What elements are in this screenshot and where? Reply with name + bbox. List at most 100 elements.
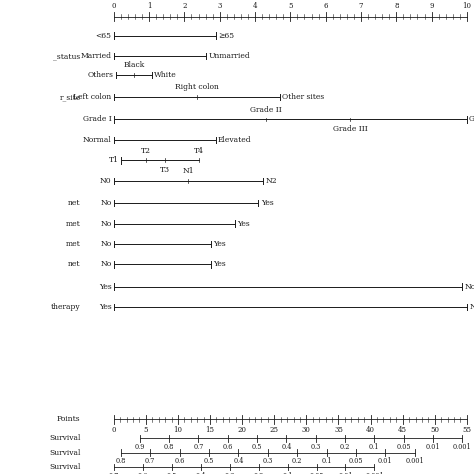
Text: 5: 5 [144, 426, 148, 434]
Text: 0.001: 0.001 [365, 472, 384, 474]
Text: 0.05: 0.05 [396, 443, 411, 451]
Text: Yes: Yes [213, 261, 226, 268]
Text: ≥65: ≥65 [218, 32, 234, 39]
Text: 0.05: 0.05 [309, 472, 324, 474]
Text: 15: 15 [206, 426, 215, 434]
Text: N0: N0 [100, 177, 111, 185]
Text: No: No [100, 240, 111, 248]
Text: 2: 2 [182, 2, 187, 10]
Text: 0.1: 0.1 [369, 443, 379, 451]
Text: 0.4: 0.4 [281, 443, 292, 451]
Text: Other sites: Other sites [282, 93, 324, 101]
Text: No: No [465, 283, 474, 291]
Text: 55: 55 [463, 426, 471, 434]
Text: 0.3: 0.3 [263, 457, 273, 465]
Text: T4: T4 [194, 146, 204, 155]
Text: Survival: Survival [49, 463, 81, 471]
Text: No: No [100, 220, 111, 228]
Text: 4: 4 [253, 2, 257, 10]
Text: 0.8: 0.8 [164, 443, 174, 451]
Text: Right colon: Right colon [175, 83, 219, 91]
Text: Survival: Survival [49, 449, 81, 456]
Text: Grade IV: Grade IV [469, 116, 474, 123]
Text: 0.01: 0.01 [378, 457, 392, 465]
Text: 0.5: 0.5 [166, 472, 177, 474]
Text: T3: T3 [160, 166, 171, 174]
Text: 0.05: 0.05 [349, 457, 363, 465]
Text: 35: 35 [334, 426, 343, 434]
Text: 0.2: 0.2 [292, 457, 302, 465]
Text: _status: _status [54, 52, 81, 60]
Text: net: net [68, 199, 81, 207]
Text: 0.4: 0.4 [195, 472, 206, 474]
Text: White: White [154, 71, 177, 79]
Text: No: No [100, 261, 111, 268]
Text: Yes: Yes [213, 240, 226, 248]
Text: 0.6: 0.6 [174, 457, 185, 465]
Text: 0.2: 0.2 [254, 472, 264, 474]
Text: 0.6: 0.6 [223, 443, 233, 451]
Text: 0.01: 0.01 [426, 443, 440, 451]
Text: Grade III: Grade III [333, 125, 368, 133]
Text: 30: 30 [302, 426, 311, 434]
Text: 0: 0 [111, 426, 116, 434]
Text: Grade I: Grade I [82, 116, 111, 123]
Text: Normal: Normal [82, 136, 111, 144]
Text: 0.8: 0.8 [116, 457, 126, 465]
Text: 0.9: 0.9 [135, 443, 145, 451]
Text: therapy: therapy [51, 303, 81, 311]
Text: Yes: Yes [99, 303, 111, 311]
Text: 0.5: 0.5 [204, 457, 214, 465]
Text: Black: Black [123, 61, 145, 69]
Text: Married: Married [81, 52, 111, 60]
Text: 45: 45 [398, 426, 407, 434]
Text: 0.5: 0.5 [252, 443, 262, 451]
Text: 0.1: 0.1 [283, 472, 293, 474]
Text: T2: T2 [141, 146, 151, 155]
Text: 20: 20 [237, 426, 246, 434]
Text: 3: 3 [218, 2, 222, 10]
Text: No/U: No/U [469, 303, 474, 311]
Text: 0.1: 0.1 [321, 457, 332, 465]
Text: Elevated: Elevated [218, 136, 252, 144]
Text: N1: N1 [182, 167, 194, 175]
Text: <65: <65 [95, 32, 111, 39]
Text: No: No [100, 199, 111, 207]
Text: Points: Points [57, 416, 81, 423]
Text: Yes: Yes [99, 283, 111, 291]
Text: 0.01: 0.01 [338, 472, 353, 474]
Text: 0: 0 [111, 2, 116, 10]
Text: 0.7: 0.7 [109, 472, 119, 474]
Text: 10: 10 [173, 426, 182, 434]
Text: 0.6: 0.6 [137, 472, 148, 474]
Text: 40: 40 [366, 426, 375, 434]
Text: 0.3: 0.3 [225, 472, 235, 474]
Text: Unmarried: Unmarried [209, 52, 250, 60]
Text: N2: N2 [265, 177, 277, 185]
Text: 1: 1 [147, 2, 151, 10]
Text: T1: T1 [109, 156, 118, 164]
Text: 50: 50 [430, 426, 439, 434]
Text: 25: 25 [270, 426, 279, 434]
Text: Grade II: Grade II [250, 106, 282, 114]
Text: 0.7: 0.7 [145, 457, 155, 465]
Text: Left colon: Left colon [73, 93, 111, 101]
Text: net: net [68, 261, 81, 268]
Text: 5: 5 [288, 2, 292, 10]
Text: met: met [66, 240, 81, 248]
Text: 0.2: 0.2 [340, 443, 350, 451]
Text: 7: 7 [359, 2, 363, 10]
Text: 9: 9 [429, 2, 434, 10]
Text: Yes: Yes [237, 220, 250, 228]
Text: 0.001: 0.001 [453, 443, 472, 451]
Text: Others: Others [88, 71, 114, 79]
Text: r_site: r_site [59, 93, 81, 101]
Text: 0.7: 0.7 [193, 443, 204, 451]
Text: 8: 8 [394, 2, 399, 10]
Text: Survival: Survival [49, 435, 81, 442]
Text: 10: 10 [463, 2, 471, 10]
Text: met: met [66, 220, 81, 228]
Text: Yes: Yes [261, 199, 273, 207]
Text: 6: 6 [323, 2, 328, 10]
Text: 0.4: 0.4 [233, 457, 244, 465]
